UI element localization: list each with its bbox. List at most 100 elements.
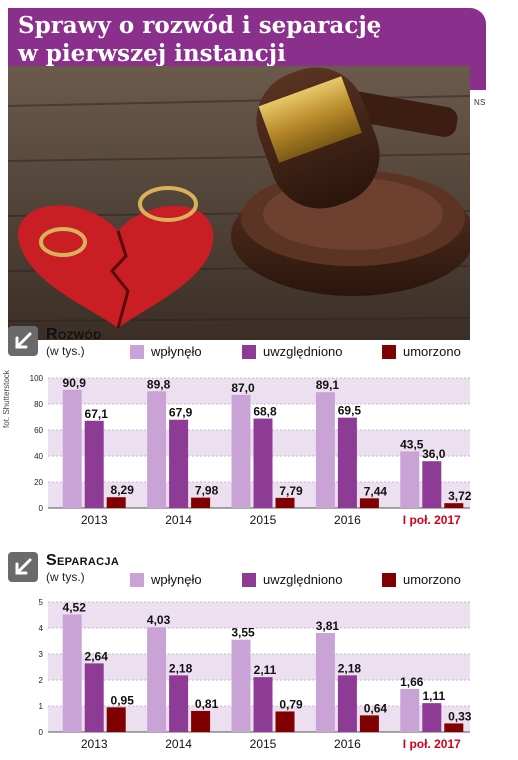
bar-discontinued xyxy=(106,497,126,508)
y-tick-label: 4 xyxy=(39,624,44,633)
legend: wpłynęło uwzględniono umorzono xyxy=(130,344,461,359)
data-label: 89,8 xyxy=(147,377,171,391)
grid-band xyxy=(48,654,470,680)
data-label: 67,1 xyxy=(85,407,109,421)
bar-discontinued xyxy=(191,497,211,508)
y-tick-label: 40 xyxy=(34,452,43,461)
photo-tag: NS xyxy=(474,98,486,107)
page-title: Sprawy o rozwód i separację w pierwszej … xyxy=(18,12,382,67)
data-label: 0,81 xyxy=(195,697,219,711)
bar-discontinued xyxy=(444,503,464,508)
legend-label: uwzględniono xyxy=(263,344,343,359)
data-label: 0,64 xyxy=(364,701,388,715)
bar-discontinued xyxy=(275,497,295,508)
legend: wpłynęło uwzględniono umorzono xyxy=(130,572,461,587)
bar-received xyxy=(315,632,335,732)
legend-label: umorzono xyxy=(403,344,461,359)
data-label: 43,5 xyxy=(400,437,424,451)
x-tick-label: 2016 xyxy=(334,737,361,751)
legend-swatch xyxy=(130,572,144,587)
data-label: 87,0 xyxy=(231,381,255,395)
data-label: 2,18 xyxy=(338,661,362,675)
data-label: 2,64 xyxy=(85,649,109,663)
data-label: 8,29 xyxy=(111,483,135,497)
y-tick-label: 80 xyxy=(34,400,43,409)
bar-granted xyxy=(253,677,273,732)
legend-swatch xyxy=(382,572,396,587)
bar-discontinued xyxy=(359,498,379,508)
bar-discontinued xyxy=(191,710,211,732)
bar-granted xyxy=(337,675,357,732)
bar-granted xyxy=(337,417,357,508)
data-label: 3,81 xyxy=(316,619,340,633)
section-divorce-header: Rozwód (w tys.) xyxy=(8,326,208,366)
section-title: Separacja xyxy=(46,552,120,569)
data-label: 89,1 xyxy=(316,378,340,392)
legend-label: umorzono xyxy=(403,572,461,587)
photo-credit: fot. Shutterstock xyxy=(2,370,11,428)
x-tick-label: I poł. 2017 xyxy=(403,737,461,751)
x-tick-label: 2014 xyxy=(165,513,192,527)
data-label: 7,98 xyxy=(195,484,219,498)
legend-label: uwzględniono xyxy=(263,572,343,587)
y-tick-label: 0 xyxy=(39,728,44,737)
bar-received xyxy=(315,392,335,508)
legend-label: wpłynęło xyxy=(151,572,202,587)
bar-received xyxy=(62,389,82,508)
x-tick-label: 2015 xyxy=(250,513,277,527)
legend-swatch xyxy=(382,344,396,359)
y-tick-label: 60 xyxy=(34,426,43,435)
data-label: 68,8 xyxy=(253,405,277,419)
bar-received xyxy=(400,451,420,508)
illustration-photo xyxy=(8,66,470,340)
data-label: 90,9 xyxy=(63,376,87,390)
y-tick-label: 0 xyxy=(39,504,44,513)
bar-granted xyxy=(422,703,442,732)
separation-bar-chart: 0 1 2 3 4 5 4,52 2,64 0,95 2013 4,03 2,18 0,81 2014 3,… xyxy=(39,598,472,751)
bar-granted xyxy=(169,419,189,508)
legend-item-discontinued: umorzono xyxy=(382,344,461,359)
legend-item-received: wpłynęło xyxy=(130,344,242,359)
y-tick-label: 20 xyxy=(34,478,43,487)
section-unit: (w tys.) xyxy=(46,570,85,584)
data-label: 1,66 xyxy=(400,675,424,689)
legend-swatch xyxy=(130,344,144,359)
bar-discontinued xyxy=(359,715,379,732)
x-tick-label: 2014 xyxy=(165,737,192,751)
x-tick-label: 2016 xyxy=(334,513,361,527)
bar-received xyxy=(231,639,251,732)
data-label: 0,33 xyxy=(448,709,472,723)
legend-item-granted: uwzględniono xyxy=(242,344,382,359)
bar-granted xyxy=(253,418,273,508)
legend-swatch xyxy=(242,572,256,587)
gavel-heart-illustration xyxy=(8,66,470,340)
y-tick-label: 3 xyxy=(39,650,44,659)
legend-label: wpłynęło xyxy=(151,344,202,359)
bar-discontinued xyxy=(106,707,126,732)
y-tick-label: 100 xyxy=(30,374,44,383)
legend-item-discontinued: umorzono xyxy=(382,572,461,587)
bar-granted xyxy=(422,461,442,508)
x-tick-label: 2013 xyxy=(81,737,108,751)
bar-received xyxy=(231,394,251,508)
legend-swatch xyxy=(242,344,256,359)
section-separation-header: Separacja (w tys.) xyxy=(8,552,208,592)
x-tick-label: 2013 xyxy=(81,513,108,527)
y-tick-label: 5 xyxy=(39,598,44,607)
x-tick-label: I poł. 2017 xyxy=(403,513,461,527)
y-tick-label: 1 xyxy=(39,702,44,711)
data-label: 2,11 xyxy=(254,663,277,677)
data-label: 4,03 xyxy=(147,613,171,627)
bar-received xyxy=(147,391,167,508)
legend-item-received: wpłynęło xyxy=(130,572,242,587)
data-label: 2,18 xyxy=(169,661,193,675)
bar-granted xyxy=(169,675,189,732)
section-title: Rozwód xyxy=(46,326,102,343)
data-label: 3,72 xyxy=(448,489,472,503)
data-label: 7,79 xyxy=(279,484,303,498)
data-label: 4,52 xyxy=(63,600,87,614)
bar-received xyxy=(147,627,167,732)
section-unit: (w tys.) xyxy=(46,344,85,358)
data-label: 7,44 xyxy=(364,484,388,498)
data-label: 36,0 xyxy=(422,447,446,461)
